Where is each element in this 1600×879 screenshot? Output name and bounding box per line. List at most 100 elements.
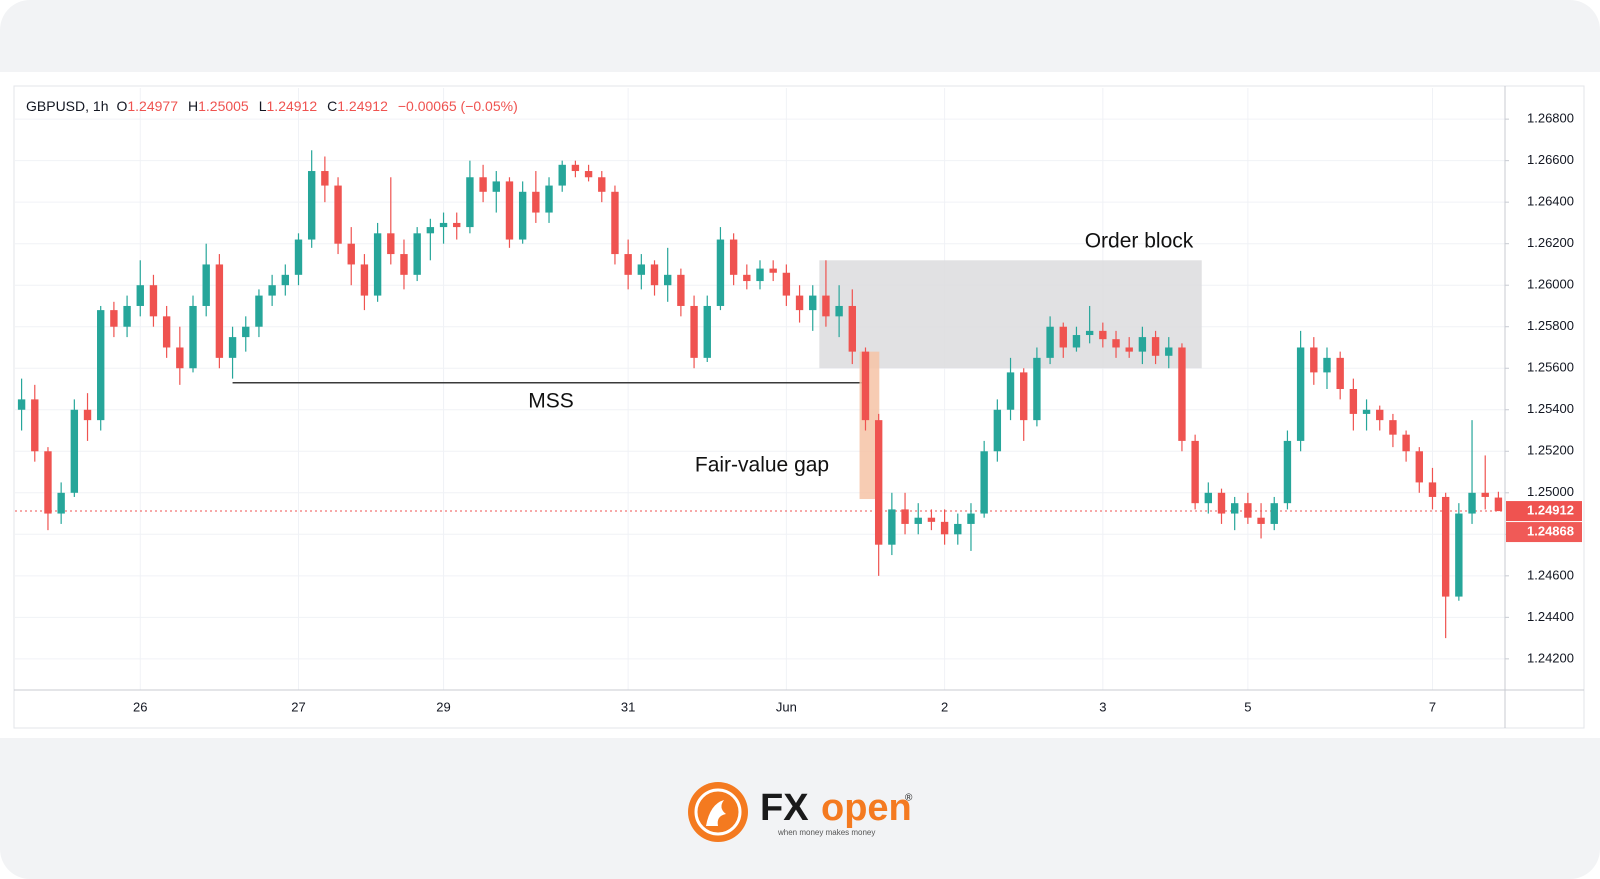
candle-body xyxy=(1217,492,1226,514)
candle-body xyxy=(650,264,659,286)
candle-body xyxy=(400,254,408,275)
y-tick-label: 1.26600 xyxy=(1527,152,1574,167)
candle-body xyxy=(980,451,988,514)
candle-body xyxy=(1415,451,1423,483)
candle-body xyxy=(545,185,553,213)
candle-body xyxy=(835,305,843,317)
header: GBPUSD, 1h O1.24977 H1.25005 L1.24912 C1.249… xyxy=(26,98,518,114)
candle-body xyxy=(505,181,514,240)
candle-body xyxy=(44,451,52,514)
price-tag xyxy=(1506,501,1582,522)
candle-body xyxy=(874,420,883,545)
candle-body xyxy=(809,295,817,311)
candle-body xyxy=(1310,347,1318,373)
y-tick-label: 1.26000 xyxy=(1527,277,1574,292)
y-tick-label: 1.24600 xyxy=(1527,567,1574,582)
candle-body xyxy=(1006,372,1015,410)
price-tag xyxy=(1506,522,1582,543)
candle-body xyxy=(598,177,606,192)
candle-body xyxy=(624,254,632,275)
candle-body xyxy=(782,272,791,296)
candle-body xyxy=(281,274,290,286)
x-tick-label: 31 xyxy=(621,699,635,714)
candle-body xyxy=(453,222,461,228)
candle-body xyxy=(162,316,171,348)
candle-body xyxy=(743,274,751,282)
candle-body xyxy=(1494,497,1503,512)
x-tick-label: 27 xyxy=(291,699,305,714)
candle-body xyxy=(1323,357,1331,373)
candle-body xyxy=(97,310,105,421)
candle-body xyxy=(716,239,725,306)
candle-body xyxy=(479,177,487,192)
candle-body xyxy=(901,509,909,524)
logo-emblem-ring xyxy=(694,788,742,836)
candle-body xyxy=(1283,440,1292,504)
candle-body xyxy=(940,521,949,535)
candle-body xyxy=(189,305,197,369)
candle-body xyxy=(637,264,646,275)
candle-body xyxy=(1085,330,1094,336)
candle-body xyxy=(1178,347,1186,441)
ohlc-key: H xyxy=(188,98,198,114)
candle-body xyxy=(110,310,118,327)
candle-body xyxy=(1099,330,1107,340)
logo: FX open ® when money makes money xyxy=(688,782,913,842)
zone xyxy=(819,260,1202,369)
x-tick-label: 7 xyxy=(1429,699,1436,714)
candle-body xyxy=(571,164,580,172)
candle-body xyxy=(1296,347,1305,441)
logo-fx: FX xyxy=(760,787,809,829)
candle-body xyxy=(756,268,764,282)
candle-body xyxy=(954,523,962,535)
x-tick-label: 2 xyxy=(941,699,948,714)
y-tick-label: 1.25400 xyxy=(1527,401,1574,416)
candle-body xyxy=(347,243,355,265)
candle-body xyxy=(1020,372,1028,421)
candle-body xyxy=(426,227,435,234)
y-tick-label: 1.25600 xyxy=(1527,360,1574,375)
ohlc-key: C xyxy=(327,98,337,114)
candle-body xyxy=(769,268,777,273)
candle-body xyxy=(1402,434,1410,452)
candle-body xyxy=(677,274,685,306)
candle-body xyxy=(202,264,210,306)
candle-body xyxy=(307,171,316,240)
candle-body xyxy=(83,409,92,421)
candle-body xyxy=(1257,517,1265,524)
logo-tagline: when money makes money xyxy=(777,828,875,837)
candle-body xyxy=(360,264,369,296)
candle-body xyxy=(1230,503,1239,514)
logo-registered: ® xyxy=(905,793,913,804)
ohlc-value: 1.25005 xyxy=(198,98,249,114)
candle-body xyxy=(1112,339,1120,348)
candle-body xyxy=(294,239,303,275)
logo-open: open xyxy=(821,787,912,829)
candle-body xyxy=(1389,420,1397,435)
candle-body xyxy=(1349,389,1358,414)
candle-body xyxy=(492,181,500,192)
candle-body xyxy=(1125,347,1133,352)
candle-body xyxy=(558,164,566,186)
candle-body xyxy=(31,399,39,452)
y-tick-label: 1.24200 xyxy=(1527,650,1574,665)
candle-body xyxy=(215,264,224,358)
ohlc-value: 1.24977 xyxy=(127,98,178,114)
candle-body xyxy=(518,191,527,240)
candle-body xyxy=(1455,513,1463,597)
candle-body xyxy=(373,233,382,296)
y-tick-label: 1.25000 xyxy=(1527,484,1574,499)
candle-body xyxy=(1336,357,1344,389)
candle-body xyxy=(1046,326,1054,358)
candle-body xyxy=(228,337,237,358)
candle-body xyxy=(1151,337,1160,356)
candle-body xyxy=(1072,335,1081,348)
x-tick-label: 5 xyxy=(1244,699,1251,714)
candle-body xyxy=(321,171,329,186)
candle-body xyxy=(664,274,672,286)
candle-body xyxy=(1428,482,1437,497)
candle-body xyxy=(993,409,1002,452)
candle-body xyxy=(1376,409,1384,421)
candle-body xyxy=(848,305,856,352)
